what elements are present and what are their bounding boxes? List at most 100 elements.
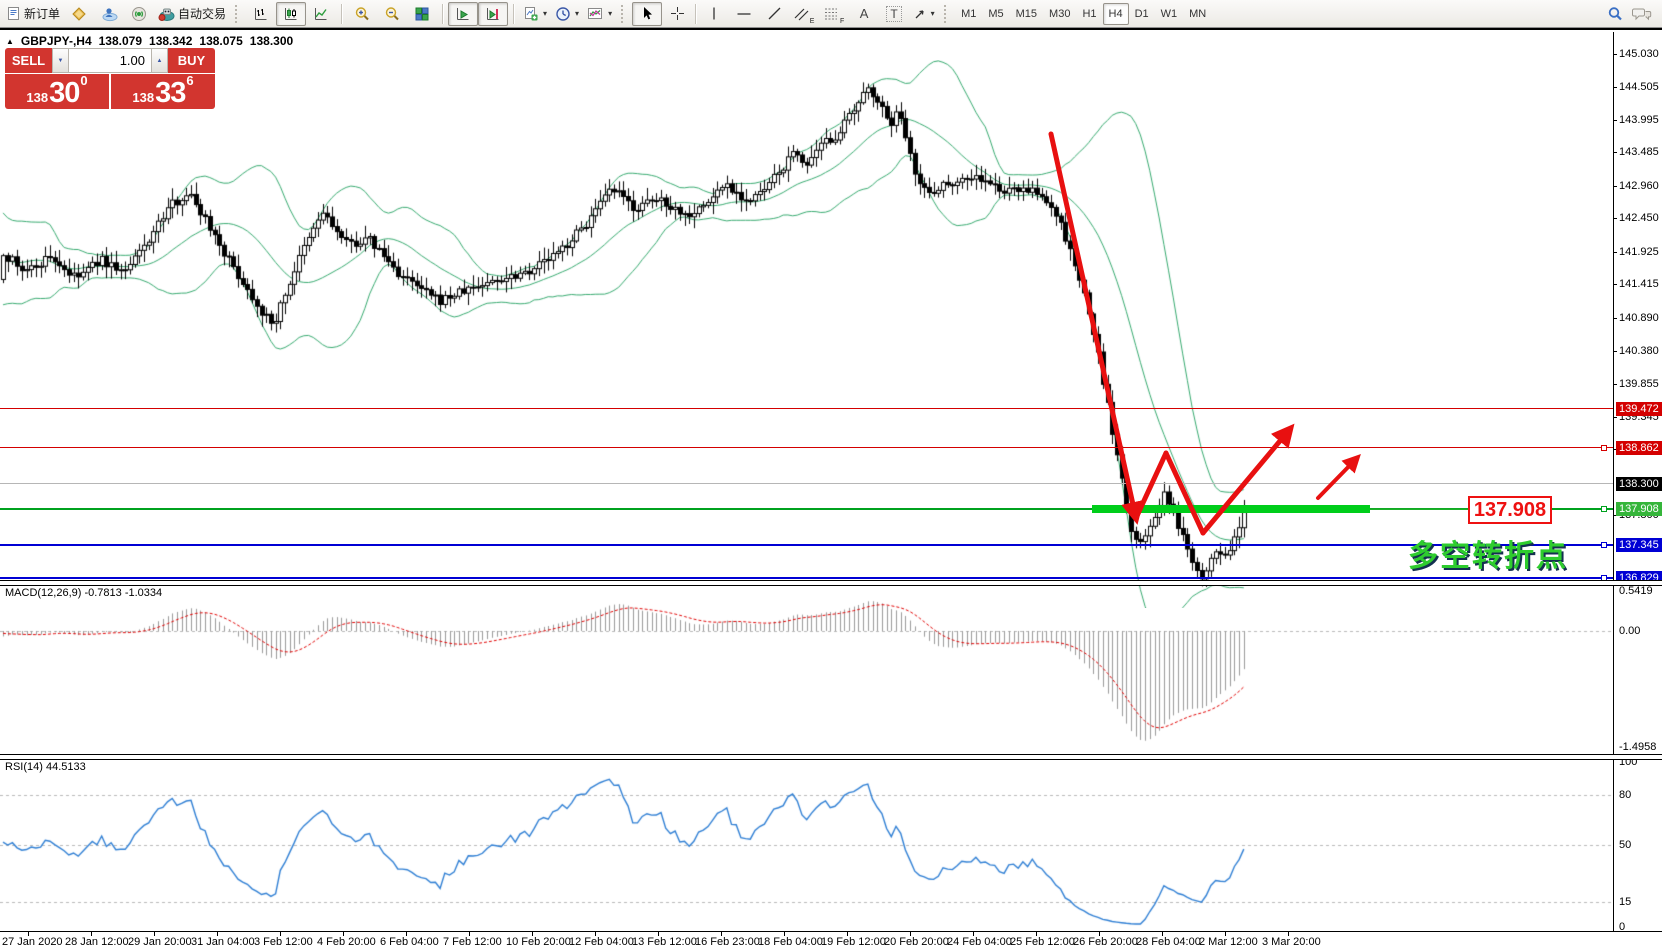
macd-pane[interactable] [0,584,1613,754]
timeframe-button-m30[interactable]: M30 [1049,7,1071,20]
sell-price[interactable]: 138 30 0 [5,74,109,109]
price-tick-label: 142.450 [1619,212,1659,224]
hline-138.862[interactable] [0,447,1613,448]
price-tick-label: 145.030 [1619,48,1659,60]
fibonacci-button[interactable]: F [819,2,849,26]
crosshair-button[interactable] [662,2,692,26]
vertical-line-button[interactable] [699,2,729,26]
price-tick-mark [1613,252,1617,253]
periods-button[interactable]: ▾ [551,2,583,26]
zoom-in-button[interactable] [347,2,377,26]
time-label: 16 Feb 23:00 [695,936,760,948]
toolbar-separator [341,3,343,24]
price-badge-139.472: 139.472 [1616,402,1662,416]
main-price-pane[interactable] [0,60,1613,608]
cursor-button[interactable] [632,1,663,26]
hline-anchor-marker[interactable] [1601,542,1607,548]
buy-price[interactable]: 138 33 6 [111,74,215,109]
collapse-triangle-icon[interactable]: ▲ [6,36,14,46]
indicators-button[interactable]: ▾ [519,2,551,26]
time-tick-mark [847,932,848,936]
time-label: 27 Jan 2020 [2,936,63,948]
timeframe-button-m15[interactable]: M15 [1015,7,1038,20]
rsi-label: RSI(14) 44.5133 [5,761,86,773]
templates-button[interactable]: ▾ [583,2,616,26]
time-tick-mark [217,932,218,936]
toolbar-right-group [1607,6,1662,22]
candlestick-chart-button[interactable] [276,1,307,26]
timeframe-button-w1[interactable]: W1 [1160,7,1178,20]
pane-splitter-rsi[interactable] [0,754,1662,760]
price-tick-label: 139.855 [1619,378,1659,390]
timeframe-button-h1[interactable]: H1 [1082,7,1097,20]
timeframe-button-m1[interactable]: M1 [961,7,977,20]
time-label: 13 Feb 12:00 [632,936,697,948]
turning-point-annotation[interactable]: 多空转折点 [1408,540,1568,573]
price-tick-mark [1613,384,1617,385]
chart-window[interactable]: ▲ GBPJPY-,H4 138.079 138.342 138.075 138… [0,28,1662,951]
timeframe-button-h4[interactable]: H4 [1102,2,1129,25]
zoom-out-button[interactable] [377,2,407,26]
volume-decrease-button[interactable]: ▼ [52,48,69,73]
hline-anchor-marker[interactable] [1601,506,1607,512]
price-tick-mark [1613,152,1617,153]
timeframe-button-mn[interactable]: MN [1189,7,1207,20]
green-highlight-bar[interactable] [1092,505,1370,513]
time-label: 2 Mar 12:00 [1199,936,1258,948]
sell-button[interactable]: SELL [5,48,52,73]
search-icon[interactable] [1607,6,1624,22]
tile-windows-button[interactable] [407,2,437,26]
rsi-level-80: 80 [1619,789,1632,801]
auto-scroll-icon [455,6,471,22]
timeframe-button-m5[interactable]: M5 [988,7,1004,20]
crosshair-icon [670,6,685,21]
signals-icon [131,6,147,22]
line-chart-button[interactable] [306,2,336,26]
trendline-button[interactable] [759,2,789,26]
auto-scroll-button[interactable] [448,1,479,26]
autotrading-button[interactable]: 自动交易 [154,2,230,26]
market-depth-button[interactable] [64,2,94,26]
chat-icon[interactable] [1632,6,1652,22]
hline-anchor-marker[interactable] [1601,445,1607,451]
price-badge-137.908: 137.908 [1616,502,1662,516]
rsi-pane[interactable] [0,758,1613,931]
time-label: 24 Feb 04:00 [947,936,1012,948]
hline-137.345[interactable] [0,544,1613,546]
autotrading-robot-icon [158,6,175,22]
line-chart-icon [313,6,329,22]
volume-input[interactable]: 1.00 [69,48,151,73]
signals-button[interactable] [124,2,154,26]
horizontal-line-button[interactable] [729,2,759,26]
gold-icon [71,6,87,22]
time-label: 18 Feb 04:00 [758,936,823,948]
time-tick-mark [784,932,785,936]
sell-price-pips: 30 [49,77,80,109]
arrows-button[interactable]: ▾ [909,2,939,26]
text-button[interactable]: A [849,2,879,26]
price-tick-mark [1613,54,1617,55]
hline-139.472[interactable] [0,408,1613,409]
bar-chart-button[interactable] [246,2,276,26]
new-order-button[interactable]: 新订单 [2,2,64,26]
price-callout-label[interactable]: 137.908 [1468,496,1552,524]
equidistant-channel-button[interactable]: E [789,2,819,26]
pane-splitter-macd[interactable] [0,580,1662,586]
dropdown-caret-icon: ▾ [575,9,580,18]
community-button[interactable] [94,2,124,26]
hline-138.300[interactable] [0,483,1613,484]
chart-shift-button[interactable] [478,1,509,26]
hline-137.908[interactable] [0,508,1613,510]
time-label: 25 Feb 12:00 [1010,936,1075,948]
volume-increase-button[interactable]: ▲ [151,48,168,73]
time-label: 12 Feb 04:00 [569,936,634,948]
time-tick-mark [406,932,407,936]
macd-label: MACD(12,26,9) -0.7813 -1.0334 [5,587,163,599]
text-label-button[interactable]: T [879,2,909,26]
time-label: 3 Feb 12:00 [254,936,313,948]
cursor-arrow-icon [640,6,654,21]
price-tick-label: 142.960 [1619,180,1659,192]
timeframe-button-d1[interactable]: D1 [1134,7,1149,20]
buy-button[interactable]: BUY [168,48,215,73]
hline-136.829[interactable] [0,577,1613,579]
